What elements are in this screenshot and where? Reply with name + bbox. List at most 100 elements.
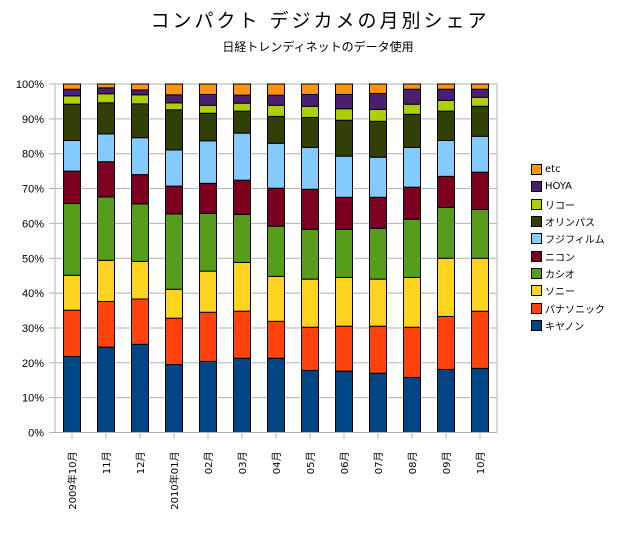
bar-segment [131,94,149,105]
bar-segment [199,140,217,184]
bar-segment [437,206,455,259]
bar-segment [471,257,489,312]
bar-segment [403,186,421,220]
bar-segment [233,132,251,181]
legend-swatch [531,233,542,245]
bar-segment [301,146,319,190]
bar-segment [165,102,183,111]
bar-segment [97,300,115,348]
legend-item: キヤノン [531,317,605,334]
legend-item: ニコン [531,247,605,264]
legend-item: HOYA [531,178,605,195]
bar-segment [63,88,81,97]
bar-segment [233,83,251,96]
bar-segment [233,213,251,263]
legend-label: etc [545,164,561,176]
legend-item: etc [531,161,605,178]
y-tick-label: 70% [22,184,44,196]
legend-swatch [531,198,542,210]
bar-segment [335,93,353,110]
legend-item: フジフィルム [531,230,605,247]
bar-segment [403,146,421,188]
y-tick-label: 10% [22,393,44,405]
bar-segment [471,208,489,259]
bar-segment [335,119,353,157]
bar-segment [199,360,217,434]
bar-segment [301,188,319,230]
bar-segment [437,110,455,141]
x-tick-label: 2010年01月 [168,452,181,510]
legend-item: オリンパス [531,213,605,230]
bar-segment [199,83,217,95]
bar-segment [437,257,455,317]
legend-label: ニコン [545,252,575,264]
bar-segment [369,372,387,434]
bar-segment [335,325,353,372]
bar-segment [301,116,319,148]
legend-swatch [531,319,542,331]
bar-segment [165,149,183,187]
bar-segment [437,315,455,370]
bar-segment [267,275,285,322]
bar-segment [165,288,183,319]
bar-segment [471,310,489,369]
bar-segment [63,274,81,311]
bar-segment [335,155,353,198]
x-tick-label: 03月 [237,452,249,475]
legend-swatch [531,285,542,297]
bar-segment [233,310,251,359]
legend: etc HOYA リコー オリンパス フジフィルム ニコン カシオ ソニー パナソニック キヤノン [531,161,605,334]
bar-segment [335,83,353,95]
bar-segment [369,325,387,374]
bar-segment [437,83,455,90]
bar-segment [301,326,319,371]
bar-segment [403,326,421,378]
bar-segment [97,161,115,198]
legend-swatch [531,164,542,176]
y-tick-label: 40% [22,288,44,300]
bar-segment [97,196,115,261]
bar-segment [335,370,353,433]
bar-stack [165,83,183,434]
x-tick-label: 08月 [407,452,419,475]
bar-segment [267,94,285,106]
bar-segment [369,83,387,94]
bar-segment [233,357,251,433]
bar-segment [369,156,387,198]
bar-segment [369,196,387,229]
bar-segment [97,83,115,89]
axes [49,84,498,439]
bar-segment [165,185,183,215]
bar-segment [199,112,217,142]
bar-segment [97,259,115,302]
bar-segment [301,83,319,95]
legend-item: パナソニック [531,299,605,316]
bar-segment [403,83,421,90]
legend-item: ソニー [531,282,605,299]
bar-segment [369,108,387,122]
bar-segment [267,142,285,189]
bar-segment [199,311,217,362]
bar-segment [131,89,149,96]
bar-segment [97,346,115,433]
legend-swatch [531,302,542,314]
bar-stack [471,83,489,434]
bar-stack [97,83,115,433]
x-tick-labels: 2009年10月 11月 12月 2010年01月 02月 03月 04月 05月 06月 07月… [66,452,487,510]
legend-label: HOYA [545,181,573,193]
bar-segment [63,103,81,141]
bar-segment [437,88,455,101]
bar-segment [437,175,455,208]
bar-segment [437,368,455,434]
bar-stack [437,83,455,434]
x-tick-label: 12月 [135,452,147,475]
legend-swatch [531,267,542,279]
y-tick-labels: 0% 10% 20% 30% 40% 50% 60% 70% 80% 90% 100% [16,79,44,440]
bar-segment [267,83,285,96]
bar-segment [301,369,319,434]
legend-label: カシオ [545,269,575,281]
bar-segment [403,276,421,328]
chart-subtitle: 日経トレンディネットのデータ使用 [222,40,414,54]
bar-stack [369,83,387,434]
legend-label: ソニー [545,287,575,299]
